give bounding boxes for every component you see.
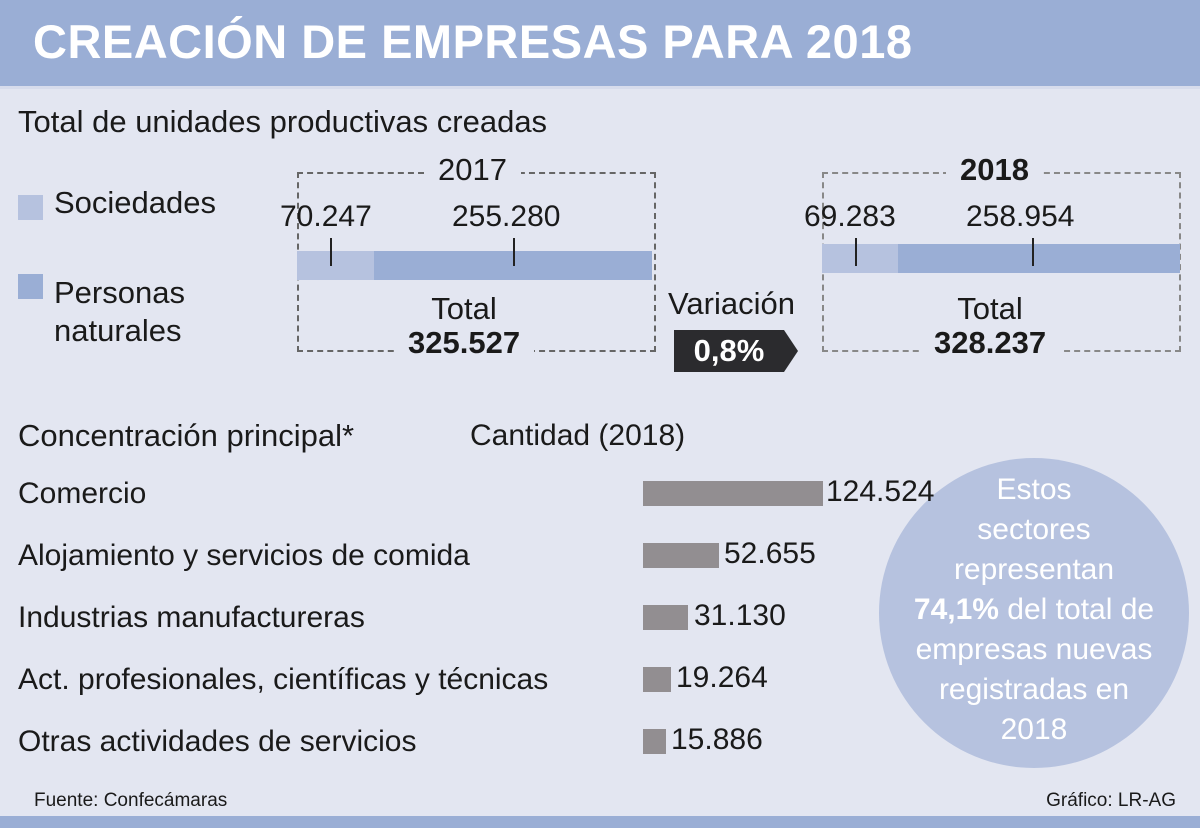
variation-arrow-icon (784, 330, 798, 372)
sector-value-label: 19.264 (676, 661, 768, 694)
main-title: CREACIÓN DE EMPRESAS PARA 2018 (33, 15, 913, 68)
tick-personas-2018 (1032, 238, 1034, 266)
circle-line-5: empresas nuevas (915, 633, 1153, 666)
total-value-2017: 325.527 (408, 325, 521, 360)
circle-line-7: 2018 (1000, 713, 1068, 746)
stacked-bar-2018 (822, 244, 1180, 273)
total-label-2017: Total (431, 291, 497, 326)
source-note: Fuente: Confecámaras (34, 790, 228, 811)
segment-sociedades-2017 (297, 251, 374, 280)
circle-line-6: registradas en (938, 673, 1130, 706)
sector-value-label: 15.886 (671, 723, 763, 756)
legend-label-personas: Personas naturales (54, 274, 185, 350)
section-title-concentracion: Concentración principal* (18, 418, 355, 453)
segment-sociedades-2018 (822, 244, 898, 273)
circle-line-3: representan (953, 553, 1115, 586)
legend-label-personas-line1: Personas (54, 275, 185, 310)
summary-circle-text: Estos sectores representan 74,1% del tot… (879, 470, 1189, 750)
value-sociedades-2017: 70.247 (280, 200, 372, 233)
year-label-2017: 2017 (424, 152, 521, 188)
tick-personas-2017 (513, 238, 515, 266)
sector-label: Comercio (18, 477, 147, 510)
summary-circle (879, 458, 1189, 768)
year-label-2018: 2018 (946, 152, 1043, 188)
sector-bar (643, 667, 671, 692)
circle-highlight-percent: 74,1% (913, 593, 999, 626)
variation-label: Variación (668, 286, 795, 321)
sector-label: Industrias manufactureras (18, 601, 365, 634)
sector-label: Act. profesionales, científicas y técnic… (18, 663, 549, 696)
total-value-2018: 328.237 (934, 325, 1047, 360)
sector-value-label: 31.130 (694, 599, 786, 632)
legend-swatch-sociedades (18, 195, 43, 220)
variation-badge: 0,8% (674, 330, 784, 372)
sector-bar (643, 605, 688, 630)
stacked-bar-2017 (297, 251, 652, 280)
total-label-2018: Total (957, 291, 1023, 326)
sector-value-label: 124.524 (826, 475, 935, 508)
legend-label-sociedades: Sociedades (54, 185, 217, 220)
legend-label-personas-line2: naturales (54, 313, 182, 348)
value-personas-2018: 258.954 (966, 200, 1075, 233)
sector-bar (643, 543, 719, 568)
circle-line-4: 74,1% del total de (879, 590, 1189, 630)
circle-line-4-rest: del total de (998, 593, 1155, 626)
circle-line-1: Estos (996, 473, 1072, 506)
footer-band (0, 816, 1200, 828)
sector-label: Otras actividades de servicios (18, 725, 417, 758)
circle-line-2: sectores (977, 513, 1091, 546)
value-personas-2017: 255.280 (452, 200, 561, 233)
sector-value-label: 52.655 (724, 537, 816, 570)
tick-sociedades-2018 (855, 238, 857, 266)
sector-bar (643, 481, 823, 506)
header-banner: CREACIÓN DE EMPRESAS PARA 2018 (0, 0, 1200, 89)
total-block-2018: Total 328.237 (920, 291, 1061, 360)
total-block-2017: Total 325.527 (394, 291, 535, 360)
sector-bar (643, 729, 666, 754)
value-sociedades-2018: 69.283 (804, 200, 896, 233)
section-title-total: Total de unidades productivas creadas (18, 104, 548, 139)
tick-sociedades-2017 (330, 238, 332, 266)
legend-swatch-personas (18, 274, 43, 299)
section-subtitle-cantidad: Cantidad (2018) (470, 419, 686, 452)
graphic-credit: Gráfico: LR-AG (1046, 790, 1176, 811)
sector-label: Alojamiento y servicios de comida (18, 539, 470, 572)
segment-personas-2018 (898, 244, 1180, 273)
